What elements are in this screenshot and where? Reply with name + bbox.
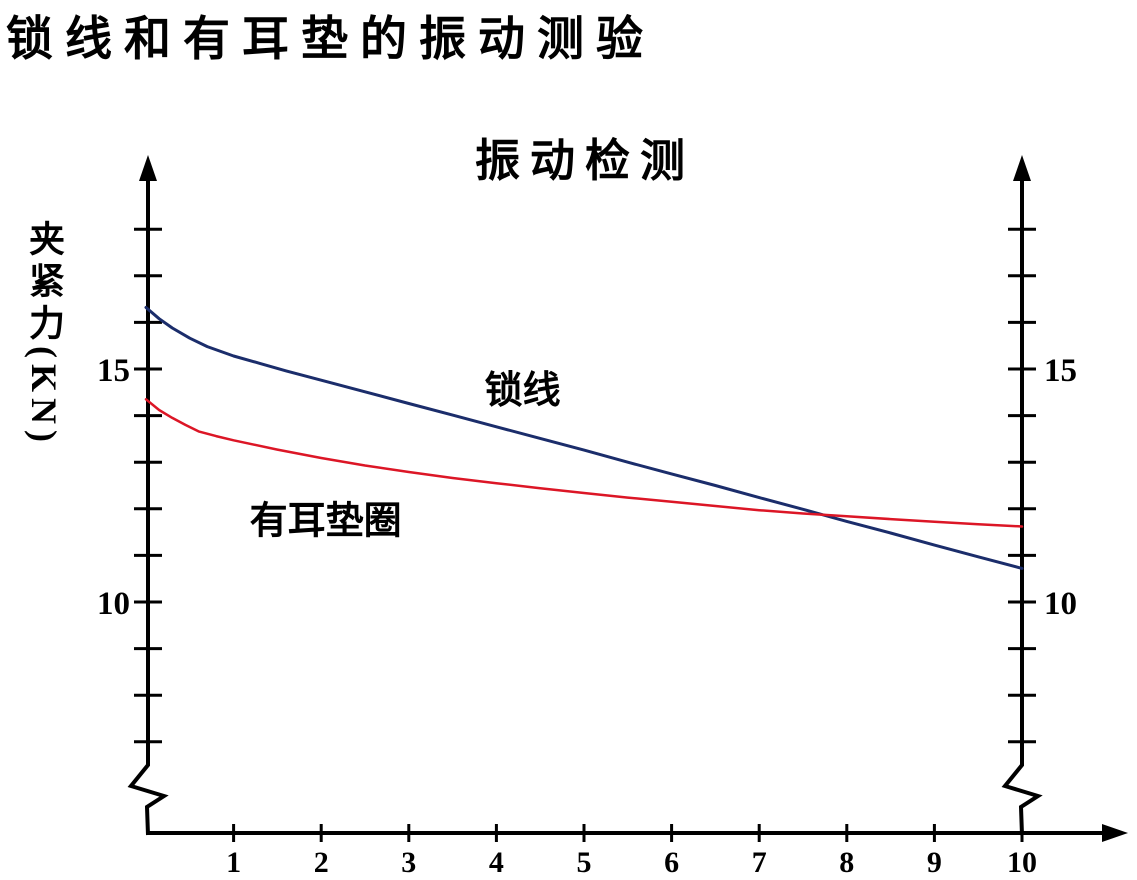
lock-wire-line <box>144 306 1024 570</box>
x-tick-label: 7 <box>752 846 767 879</box>
x-tick-label: 1 <box>226 846 241 879</box>
series-label-eared-washer: 有耳垫圈 <box>250 500 402 542</box>
left-y-tick-label: 10 <box>97 586 130 622</box>
left-y-tick-label: 15 <box>97 353 130 389</box>
right-y-axis <box>1001 172 1043 836</box>
x-tick-label: 6 <box>664 846 679 879</box>
left-y-axis <box>127 172 169 836</box>
x-tick-label: 5 <box>577 846 592 879</box>
eared-washer-line <box>144 398 1024 528</box>
right-y-axis-arrow-icon <box>1013 155 1031 181</box>
page-title: 锁线和有耳垫的振动测验 <box>6 14 655 66</box>
y-axis-label: 夹紧力(KN) <box>24 220 64 448</box>
right-y-tick-label: 15 <box>1044 353 1077 389</box>
left-y-axis-arrow-icon <box>139 155 157 181</box>
series-label-lock-wire: 锁线 <box>485 370 561 412</box>
x-tick-label: 10 <box>1007 846 1037 879</box>
x-tick-label: 8 <box>839 846 854 879</box>
x-tick-label: 3 <box>401 846 416 879</box>
right-y-tick-label: 10 <box>1044 586 1077 622</box>
x-tick-label: 2 <box>314 846 329 879</box>
x-tick-label: 4 <box>489 846 504 879</box>
chart-title: 振动检测 <box>474 136 696 186</box>
x-axis-arrow-icon <box>1102 824 1128 842</box>
x-tick-label: 9 <box>927 846 942 879</box>
